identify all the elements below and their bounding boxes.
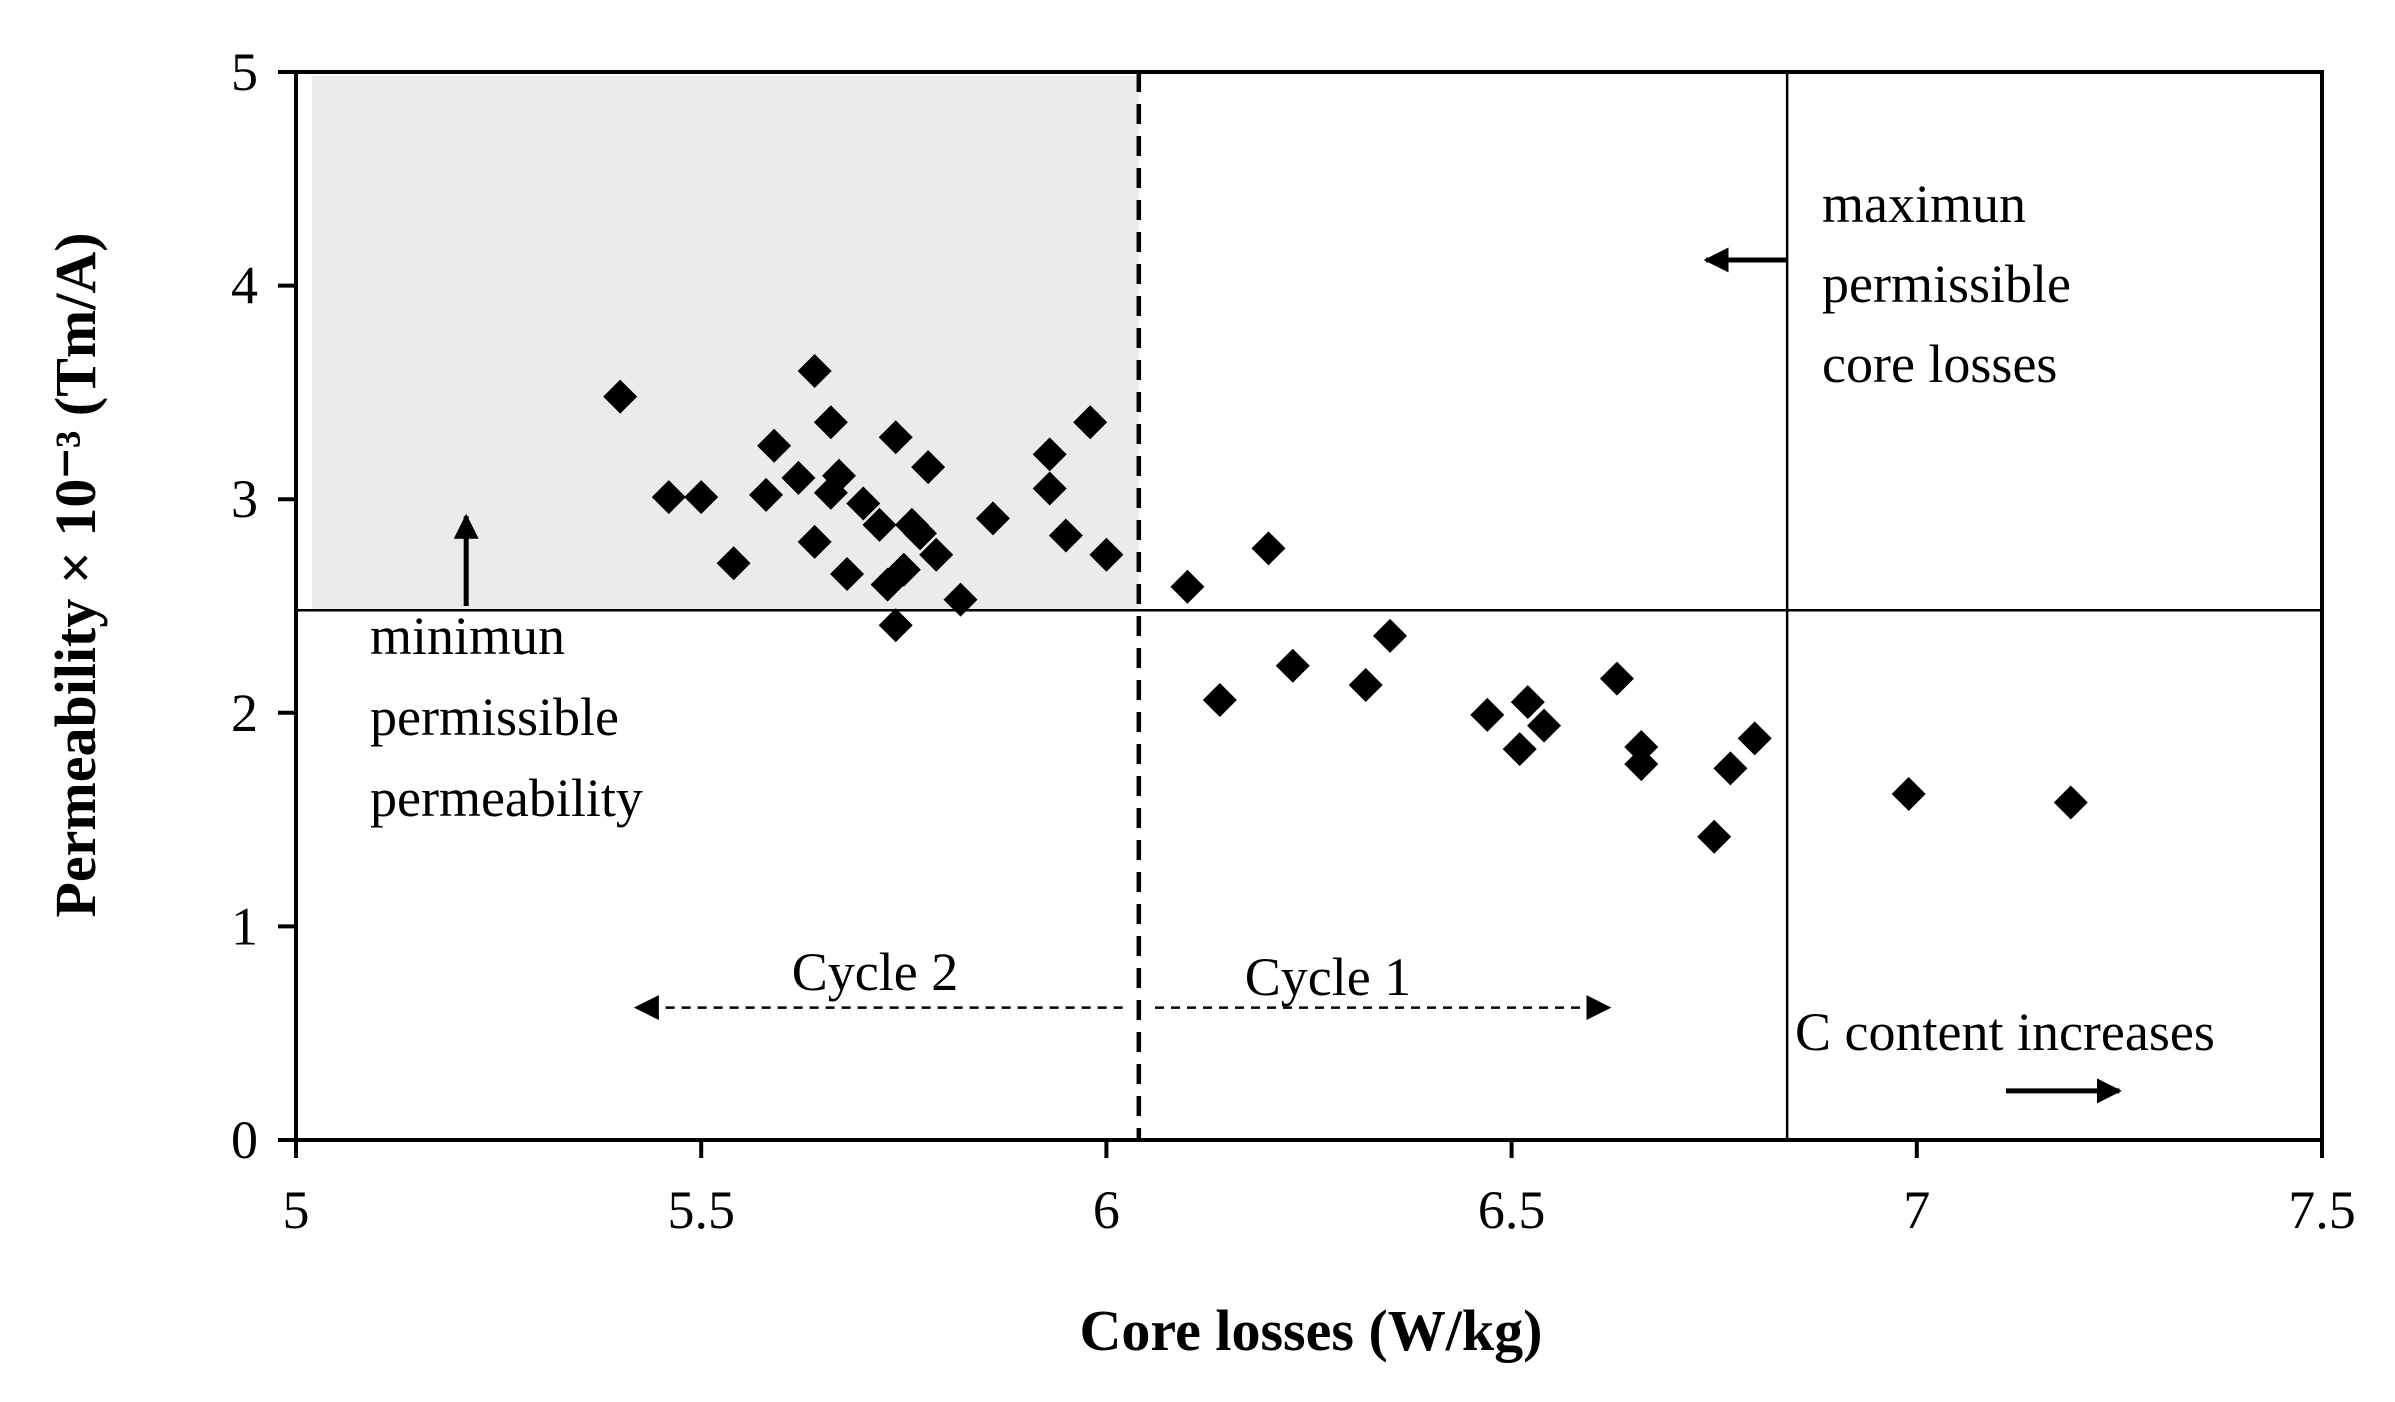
data-point — [1202, 682, 1237, 717]
x-tick-label: 6.5 — [1478, 1180, 1546, 1240]
data-point — [684, 480, 719, 515]
data-points — [603, 354, 2088, 854]
y-tick-label: 5 — [231, 42, 258, 102]
data-point — [1527, 708, 1562, 743]
x-tick-label: 5 — [283, 1180, 310, 1240]
data-point — [757, 428, 792, 463]
x-tick-label: 7.5 — [2288, 1180, 2356, 1240]
data-point — [1502, 732, 1537, 767]
y-axis: 0 1 2 3 4 5 — [231, 42, 296, 1170]
data-point — [797, 524, 832, 559]
data-point — [651, 480, 686, 515]
data-point — [1275, 648, 1310, 683]
c-content-label: C content increases — [1795, 1002, 2215, 1062]
y-tick-label: 1 — [231, 896, 258, 956]
data-point — [1073, 405, 1108, 440]
data-point — [1348, 668, 1383, 703]
y-tick-label: 2 — [231, 683, 258, 743]
data-point — [821, 458, 856, 493]
cycle-2-label: Cycle 2 — [792, 942, 958, 1002]
acceptable-region — [312, 76, 1139, 611]
data-point — [1089, 537, 1124, 572]
x-tick-label: 6 — [1093, 1180, 1120, 1240]
data-point — [1713, 751, 1748, 786]
data-point — [1470, 697, 1505, 732]
max-core-losses-label-line3: core losses — [1822, 334, 2057, 394]
data-point — [603, 379, 638, 414]
data-point — [830, 556, 865, 591]
data-point — [886, 552, 921, 587]
data-point — [1510, 685, 1545, 720]
y-tick-label: 0 — [231, 1110, 258, 1170]
x-tick-label: 7 — [1903, 1180, 1930, 1240]
data-point — [911, 450, 946, 485]
x-axis-title: Core losses (W/kg) — [1080, 1298, 1543, 1363]
data-point — [1373, 618, 1408, 653]
data-point — [749, 477, 784, 512]
data-point — [846, 486, 881, 521]
y-tick-label: 3 — [231, 469, 258, 529]
y-tick-label: 4 — [231, 256, 258, 316]
data-point — [1032, 471, 1067, 506]
data-point — [1251, 531, 1286, 566]
data-point — [1170, 569, 1205, 604]
max-core-losses-label-line1: maximun — [1822, 174, 2026, 234]
data-point — [797, 354, 832, 389]
data-point — [781, 460, 816, 495]
data-point — [919, 537, 954, 572]
data-point — [1891, 776, 1926, 811]
data-point — [862, 507, 897, 542]
data-point — [1048, 518, 1083, 553]
data-point — [813, 405, 848, 440]
plot-frame — [294, 70, 2324, 1142]
data-point — [2053, 785, 2088, 820]
min-permeability-label-line2: permissible — [370, 687, 619, 747]
x-tick-label: 5.5 — [667, 1180, 735, 1240]
min-permeability-label-line1: minimun — [370, 606, 565, 666]
data-point — [903, 516, 938, 551]
data-point — [878, 608, 913, 643]
data-point — [1697, 819, 1732, 854]
min-permeability-label-line3: permeability — [370, 768, 643, 828]
data-point — [1624, 747, 1659, 782]
data-point — [878, 420, 913, 455]
x-axis: 5 5.5 6 6.5 7 7.5 — [283, 1140, 2356, 1240]
data-point — [716, 546, 751, 581]
cycle-1-label: Cycle 1 — [1245, 947, 1411, 1007]
data-point — [1032, 437, 1067, 472]
max-core-losses-label-line2: permissible — [1822, 254, 2071, 314]
data-point — [1599, 661, 1634, 696]
y-axis-title: Permeability × 10⁻³ (Tm/A) — [43, 232, 108, 917]
data-point — [1737, 721, 1772, 756]
data-point — [1624, 729, 1659, 764]
data-point — [943, 582, 978, 617]
data-point — [975, 501, 1010, 536]
